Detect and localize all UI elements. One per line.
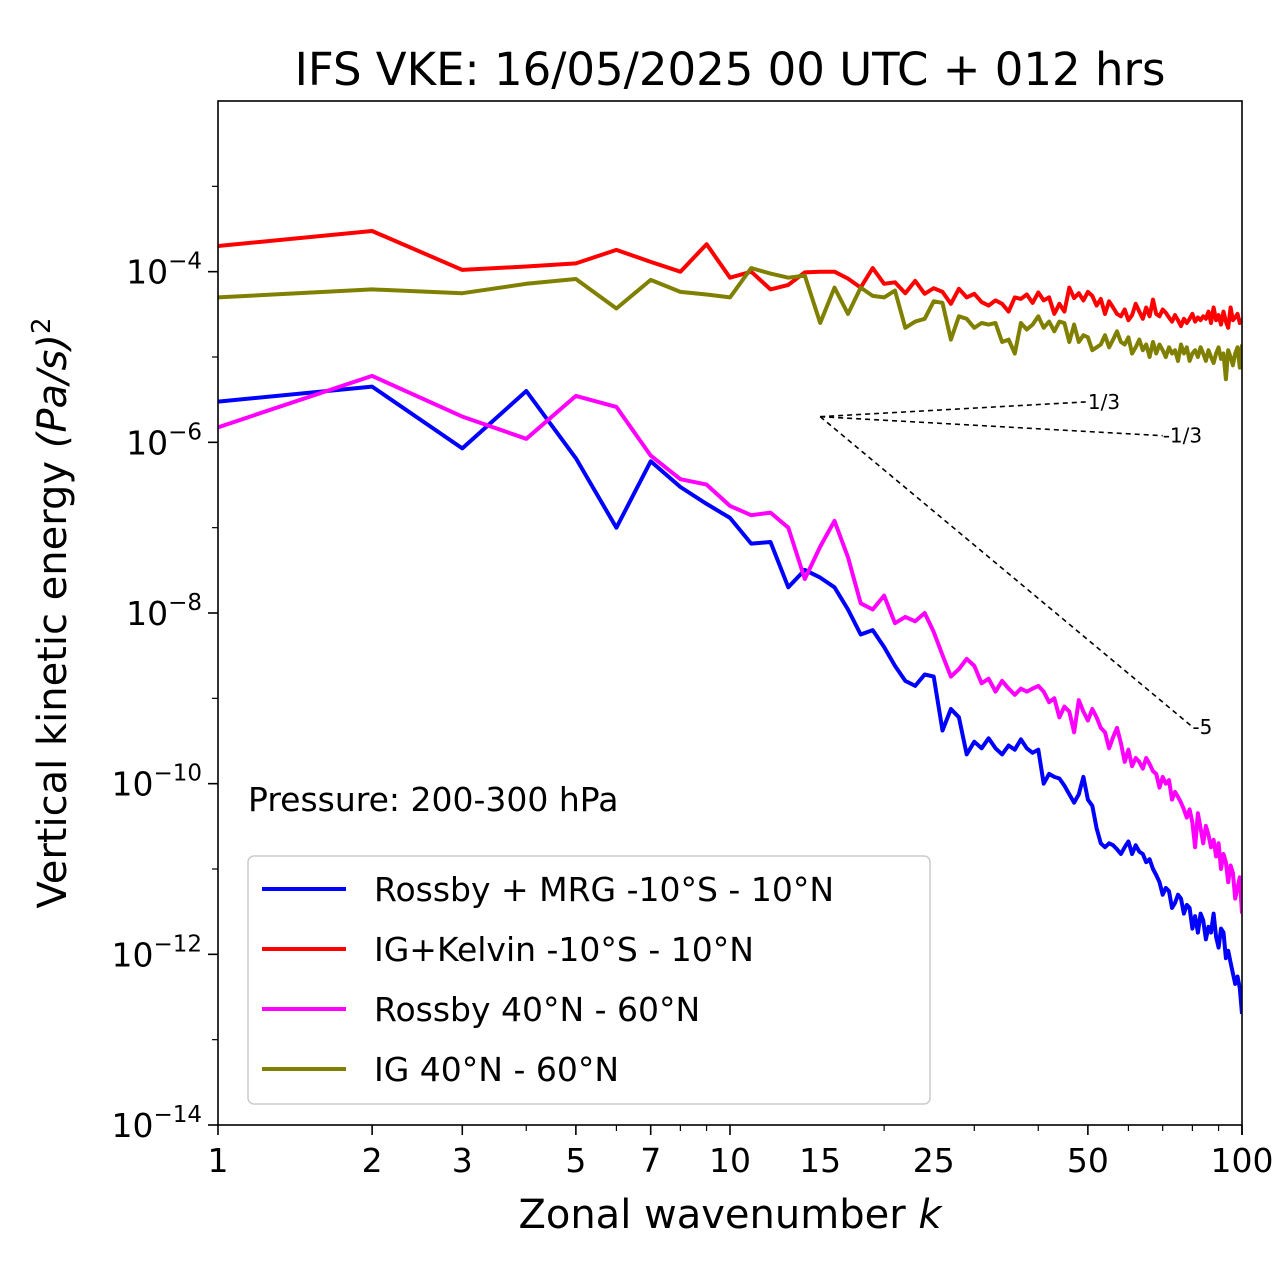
legend-label: Rossby 40°N - 60°N: [374, 990, 700, 1029]
y-tick-label: 10−4: [126, 249, 202, 292]
y-axis-label-text: Vertical kinetic energy: [30, 461, 76, 909]
x-axis-label-text: Zonal wavenumber: [518, 1192, 906, 1238]
x-tick-label: 1: [208, 1141, 229, 1180]
y-tick-base: 10: [126, 594, 168, 633]
x-axis-label: Zonal wavenumber k: [518, 1192, 943, 1238]
y-tick-exponent: −8: [168, 590, 202, 616]
y-tick-exponent: −4: [168, 249, 202, 275]
reference-slope-lines: [819, 400, 1193, 728]
legend-box: [247, 855, 931, 1105]
x-tick-label: 5: [565, 1141, 586, 1180]
data-series-lines: [218, 229, 1242, 1015]
y-tick-base: 10: [111, 935, 153, 974]
x-tick-label: 3: [452, 1141, 473, 1180]
series-line: [218, 373, 1242, 914]
y-axis-label: Vertical kinetic energy (Pa/s)2: [27, 318, 76, 909]
x-tick-label: 7: [640, 1141, 661, 1180]
y-tick-base: 10: [111, 1106, 153, 1145]
legend-label: IG+Kelvin -10°S - 10°N: [374, 930, 754, 969]
x-axis-label-symbol: k: [918, 1192, 943, 1238]
y-tick-base: 10: [126, 423, 168, 462]
reference-slope-label: -1/3: [1163, 424, 1202, 448]
plot-area: [218, 229, 1242, 1015]
y-tick-label: 10−14: [111, 1102, 202, 1145]
x-tick-label: 10: [709, 1141, 751, 1180]
reference-slope-label: -5: [1192, 715, 1212, 739]
y-tick-exponent: −6: [168, 419, 202, 445]
reference-slope-label: 1/3: [1088, 390, 1120, 414]
y-tick-label: 10−8: [126, 590, 202, 633]
x-tick-label: 100: [1211, 1141, 1274, 1180]
x-tick-label: 15: [799, 1141, 841, 1180]
x-tick-label: 25: [913, 1141, 955, 1180]
series-line: [218, 266, 1242, 382]
y-tick-label: 10−6: [126, 419, 202, 462]
legend: Rossby + MRG -10°S - 10°N IG+Kelvin -10°S…: [247, 855, 931, 1105]
legend-label: IG 40°N - 60°N: [374, 1050, 619, 1089]
legend-label: Rossby + MRG -10°S - 10°N: [374, 870, 834, 909]
y-axis-label-power: 2: [27, 318, 57, 335]
pressure-annotation: Pressure: 200-300 hPa: [248, 780, 618, 819]
reference-slope-labels: 1/3 -1/3 -5: [1088, 390, 1212, 739]
y-tick-exponent: −10: [153, 761, 202, 787]
y-tick-label: 10−10: [111, 761, 202, 804]
y-tick-base: 10: [126, 253, 168, 292]
reference-slope-line: [820, 415, 1163, 437]
y-tick-exponent: −12: [153, 931, 202, 957]
x-tick-label: 2: [362, 1141, 383, 1180]
y-axis-label-unit: (Pa/s): [30, 334, 76, 448]
y-tick-label: 10−12: [111, 931, 202, 974]
chart-title: IFS VKE: 16/05/2025 00 UTC + 012 hrs: [295, 43, 1166, 96]
y-tick-exponent: −14: [153, 1102, 202, 1128]
series-line: [218, 384, 1242, 1015]
legend-items: Rossby + MRG -10°S - 10°N IG+Kelvin -10°S…: [262, 870, 834, 1089]
y-tick-base: 10: [111, 765, 153, 804]
x-tick-label: 50: [1067, 1141, 1109, 1180]
series-line: [218, 229, 1242, 330]
x-axis-ticks: 1 2 3 5 7 10 15 25 50 100: [208, 1125, 1274, 1180]
